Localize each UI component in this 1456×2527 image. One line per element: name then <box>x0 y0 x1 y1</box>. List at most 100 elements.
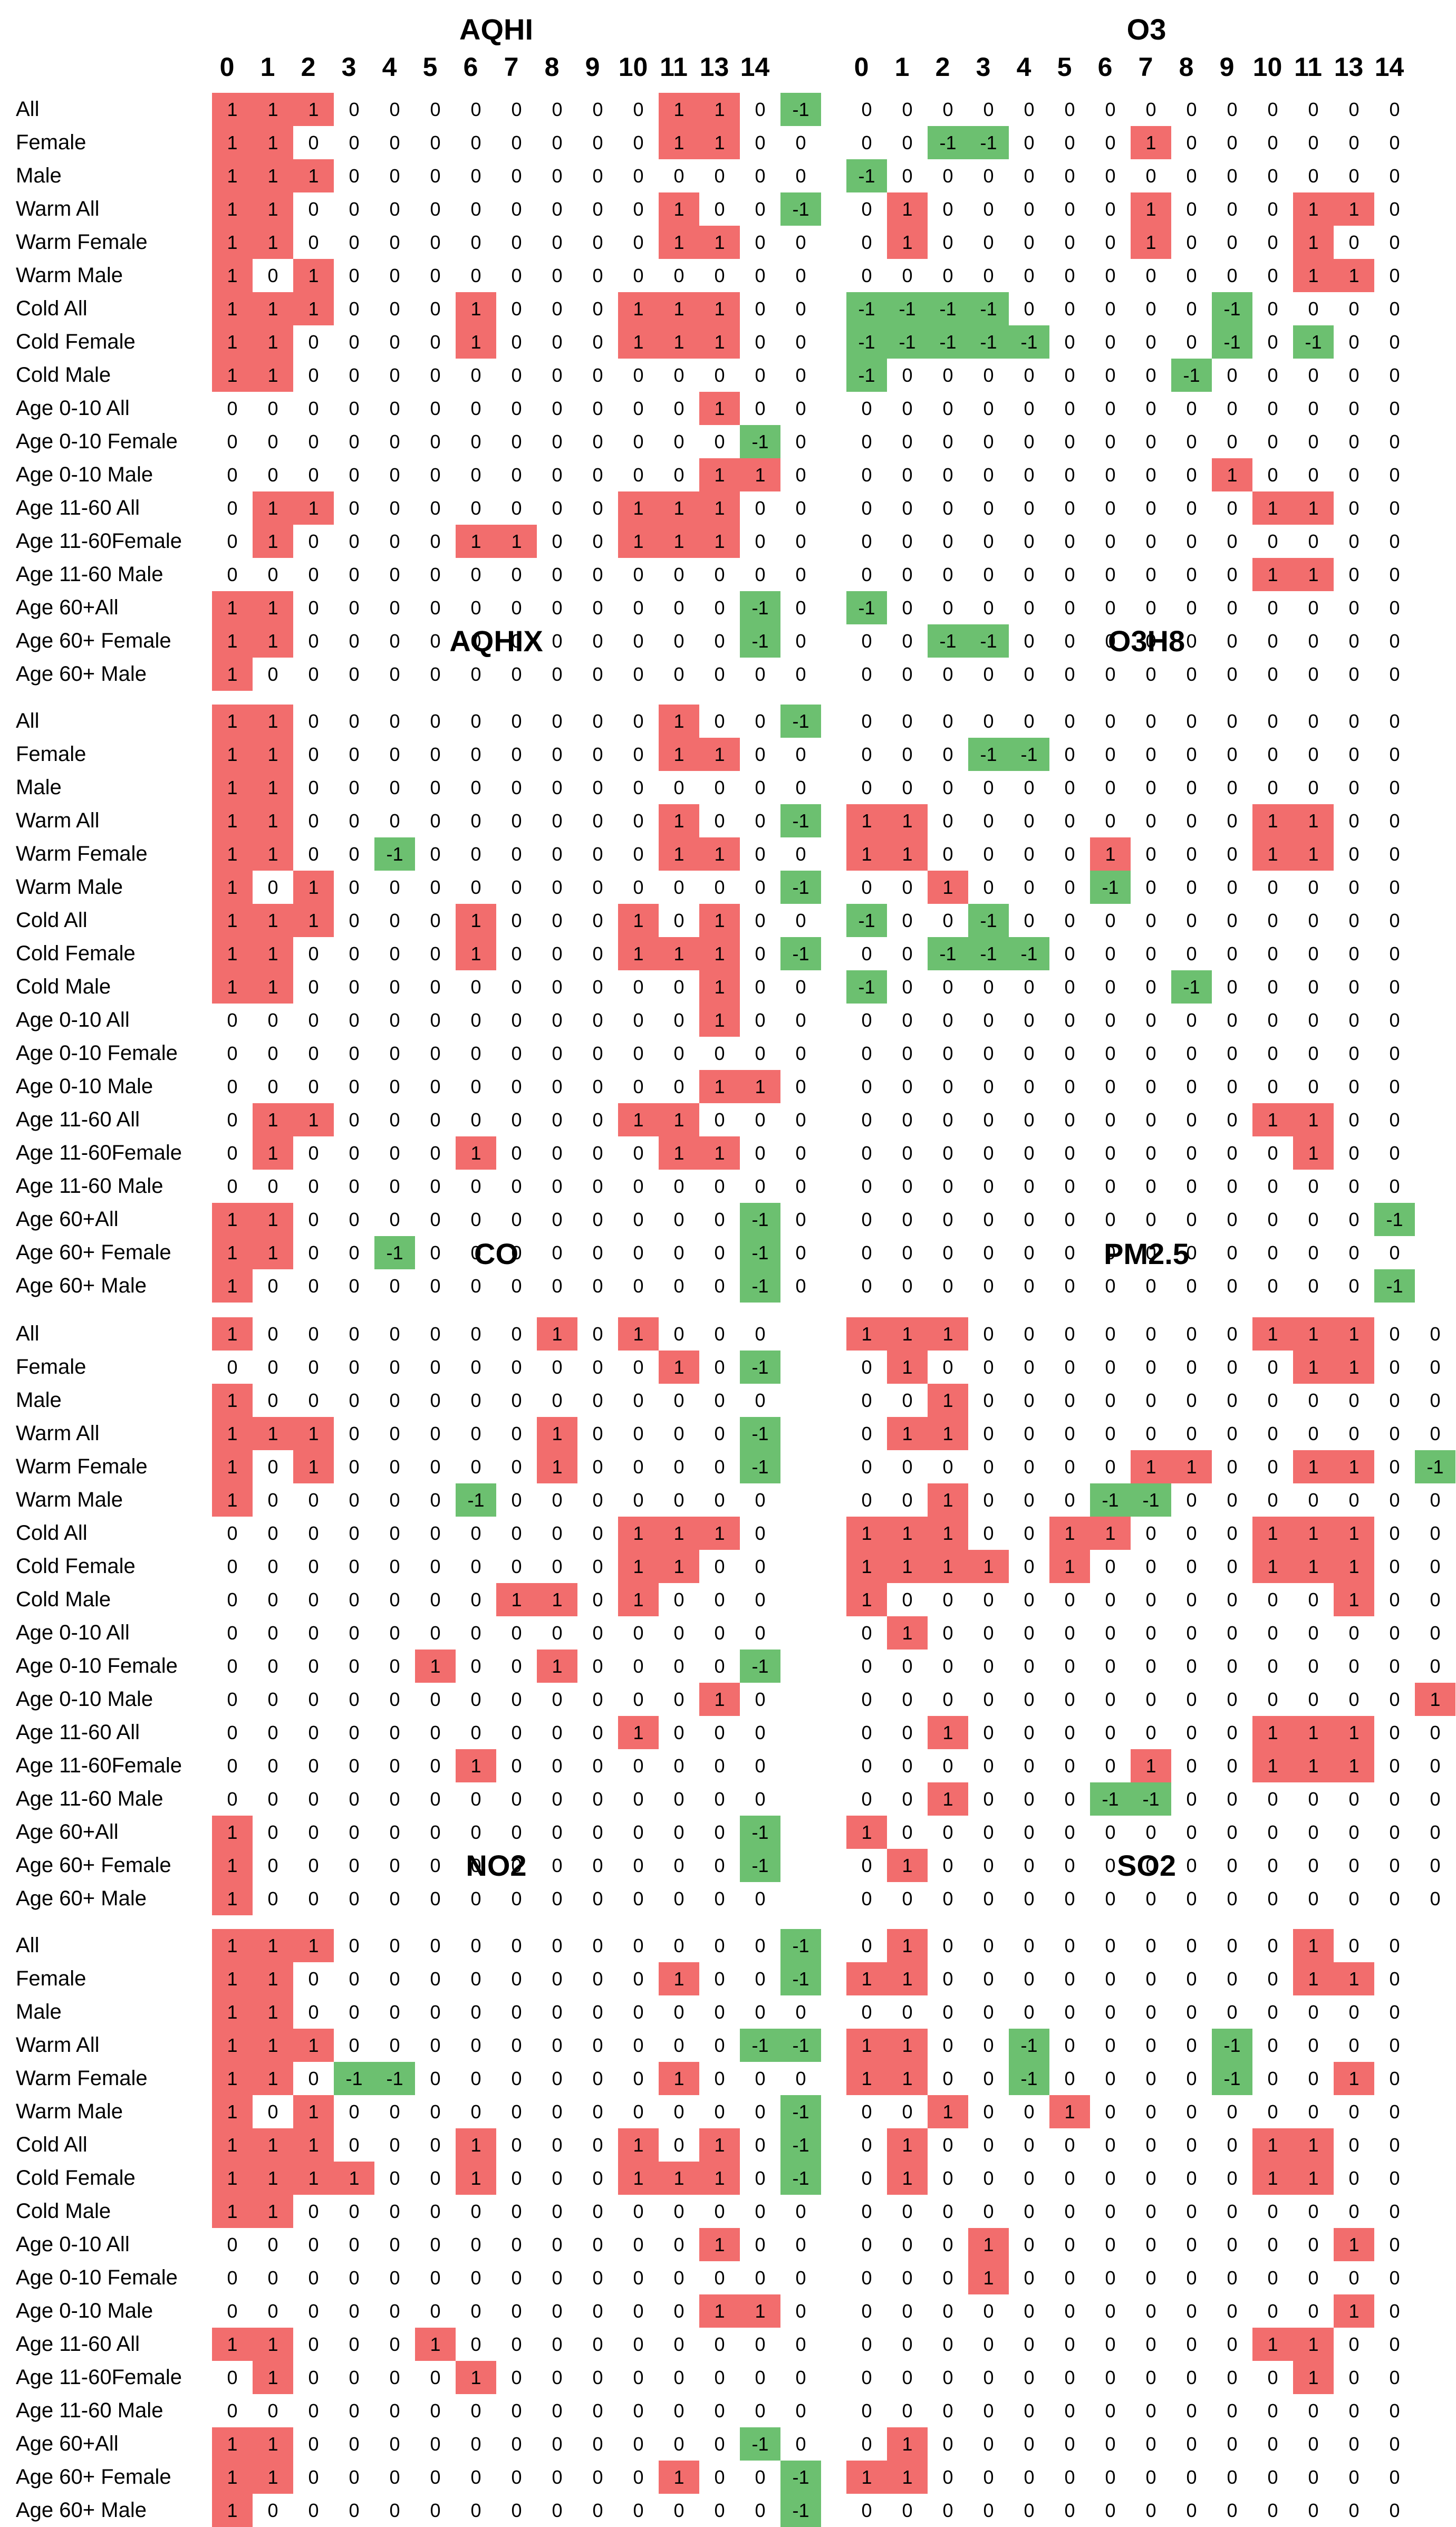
zero-cell: 0 <box>592 2001 603 2023</box>
zero-cell: 0 <box>1064 2234 1075 2255</box>
positive-cell: 1 <box>1334 2062 1374 2095</box>
zero-cell: 0 <box>1145 265 1156 286</box>
zero-cell: 0 <box>795 1142 806 1164</box>
positive-cell: 1 <box>699 2294 740 2328</box>
column-header: 2 <box>935 52 950 82</box>
zero-cell: 0 <box>1105 1655 1116 1677</box>
zero-cell: 0 <box>1145 1175 1156 1197</box>
zero-cell: 0 <box>308 1275 319 1297</box>
zero-cell: 0 <box>1186 99 1197 120</box>
positive-cell: 1 <box>253 126 293 159</box>
zero-cell: 0 <box>1024 1009 1035 1031</box>
zero-cell: 0 <box>349 2001 360 2023</box>
zero-cell: 0 <box>1227 2500 1238 2521</box>
zero-cell: 0 <box>430 2101 441 2123</box>
zero-cell: 0 <box>633 232 644 253</box>
zero-cell: 0 <box>592 165 603 187</box>
zero-cell: 0 <box>861 1622 872 1644</box>
zero-cell: 0 <box>511 564 522 585</box>
positive-cell: 1 <box>1334 1962 1374 1995</box>
zero-cell: 0 <box>714 1589 725 1610</box>
zero-cell: 0 <box>1024 810 1035 832</box>
row-label: Age 11-60Female <box>16 529 182 553</box>
zero-cell: 0 <box>1267 398 1278 419</box>
zero-cell: 0 <box>389 777 400 798</box>
zero-cell: 0 <box>673 1423 684 1444</box>
zero-cell: 0 <box>552 1242 563 1263</box>
zero-cell: 0 <box>470 630 481 652</box>
zero-cell: 0 <box>942 1589 953 1610</box>
zero-cell: 0 <box>902 630 913 652</box>
zero-cell: 0 <box>552 597 563 619</box>
zero-cell: 0 <box>1145 1076 1156 1097</box>
zero-cell: 0 <box>755 99 766 120</box>
zero-cell: 0 <box>1348 1242 1359 1263</box>
zero-cell: 0 <box>470 464 481 486</box>
negative-cell: -1 <box>1171 970 1212 1004</box>
zero-cell: 0 <box>1105 910 1116 931</box>
zero-cell: 0 <box>592 464 603 486</box>
positive-cell: 1 <box>887 2427 928 2461</box>
zero-cell: 0 <box>633 744 644 765</box>
zero-cell: 0 <box>349 1076 360 1097</box>
positive-cell: 1 <box>212 1882 253 1915</box>
zero-cell: 0 <box>267 431 278 452</box>
positive-cell: 1 <box>618 525 659 558</box>
zero-cell: 0 <box>861 2201 872 2222</box>
row-label: Age 60+All <box>16 1208 119 1231</box>
zero-cell: 0 <box>1145 2333 1156 2355</box>
zero-cell: 0 <box>511 1489 522 1511</box>
zero-cell: 0 <box>1227 232 1238 253</box>
negative-cell: -1 <box>780 871 821 904</box>
zero-cell: 0 <box>552 744 563 765</box>
zero-cell: 0 <box>389 1109 400 1131</box>
negative-cell: -1 <box>374 1236 415 1269</box>
row-label: Cold Female <box>16 2166 136 2190</box>
zero-cell: 0 <box>1227 1109 1238 1131</box>
zero-cell: 0 <box>1308 1788 1319 1810</box>
zero-cell: 0 <box>267 2234 278 2255</box>
positive-cell: 1 <box>1415 1683 1455 1716</box>
zero-cell: 0 <box>430 1788 441 1810</box>
zero-cell: 0 <box>227 464 238 486</box>
zero-cell: 0 <box>308 132 319 153</box>
zero-cell: 0 <box>430 2300 441 2322</box>
zero-cell: 0 <box>592 1968 603 1990</box>
zero-cell: 0 <box>511 810 522 832</box>
zero-cell: 0 <box>1227 1142 1238 1164</box>
zero-cell: 0 <box>227 1522 238 1544</box>
zero-cell: 0 <box>1024 976 1035 998</box>
zero-cell: 0 <box>1024 1489 1035 1511</box>
zero-cell: 0 <box>1145 398 1156 419</box>
zero-cell: 0 <box>861 1142 872 1164</box>
zero-cell: 0 <box>714 663 725 685</box>
zero-cell: 0 <box>755 497 766 519</box>
zero-cell: 0 <box>861 1009 872 1031</box>
zero-cell: 0 <box>470 2433 481 2455</box>
zero-cell: 0 <box>1024 1968 1035 1990</box>
zero-cell: 0 <box>1267 2201 1278 2222</box>
zero-cell: 0 <box>1389 1935 1400 1956</box>
zero-cell: 0 <box>430 910 441 931</box>
zero-cell: 0 <box>1064 1888 1075 1909</box>
negative-cell: -1 <box>456 1483 496 1517</box>
zero-cell: 0 <box>430 1390 441 1411</box>
zero-cell: 0 <box>511 1935 522 1956</box>
positive-cell: 1 <box>699 292 740 325</box>
zero-cell: 0 <box>308 2068 319 2089</box>
zero-cell: 0 <box>1105 1689 1116 1710</box>
zero-cell: 0 <box>430 1522 441 1544</box>
zero-cell: 0 <box>552 1109 563 1131</box>
zero-cell: 0 <box>308 1821 319 1843</box>
positive-cell: 1 <box>1293 259 1334 292</box>
zero-cell: 0 <box>1145 1109 1156 1131</box>
zero-cell: 0 <box>1267 1142 1278 1164</box>
zero-cell: 0 <box>511 843 522 865</box>
zero-cell: 0 <box>470 1722 481 1743</box>
zero-cell: 0 <box>470 1968 481 1990</box>
zero-cell: 0 <box>308 1788 319 1810</box>
positive-cell: 1 <box>212 1962 253 1995</box>
zero-cell: 0 <box>1308 943 1319 964</box>
zero-cell: 0 <box>755 976 766 998</box>
positive-cell: 1 <box>496 525 537 558</box>
